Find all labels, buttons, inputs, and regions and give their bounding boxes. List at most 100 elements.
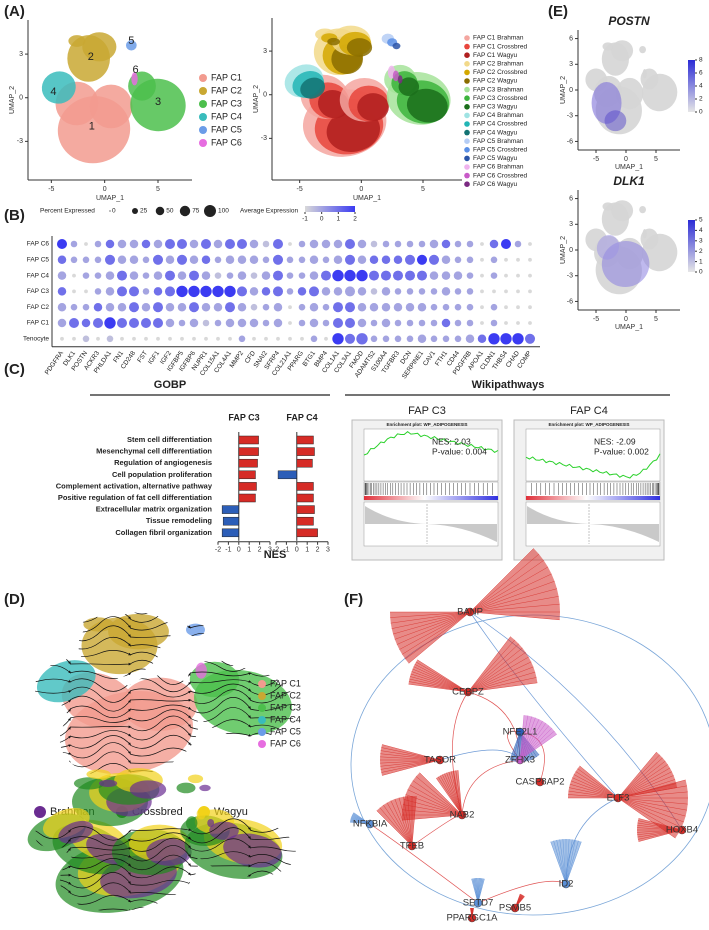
dot: [418, 319, 426, 327]
rank-metric: [365, 506, 497, 542]
streamline: [249, 890, 301, 900]
dot: [140, 317, 152, 329]
dot: [276, 336, 280, 341]
legend-label: FAP C3: [211, 98, 242, 108]
legend-swatch: [464, 104, 470, 110]
y-tick-label: -3: [567, 273, 573, 280]
cell-blob: [642, 68, 647, 79]
streamline: [310, 607, 370, 620]
streamline: [69, 695, 131, 712]
streamline: [249, 770, 302, 777]
fan-edge: [396, 611, 471, 645]
streamline: [310, 759, 370, 765]
rank-gradient: [526, 496, 660, 500]
fan-edge: [380, 759, 441, 767]
streamline: [189, 751, 252, 762]
streamline: [310, 892, 370, 905]
dot: [454, 303, 462, 311]
dot: [369, 255, 379, 265]
dot: [56, 238, 68, 250]
fan-edge: [376, 810, 413, 847]
legend-swatch: [258, 716, 266, 724]
streamline: [129, 688, 192, 698]
dot: [309, 239, 319, 249]
x-tick-label: 5: [421, 186, 425, 193]
size-legend-label: 50: [166, 208, 174, 215]
nes-label: NES: 2.03: [432, 436, 471, 446]
network-node: [561, 879, 571, 889]
dot: [490, 272, 498, 279]
fan-edge: [565, 839, 576, 885]
streamline: [189, 641, 251, 658]
dot: [430, 303, 438, 311]
cluster-label: 5: [128, 35, 134, 47]
node-label: NFE2L1: [503, 727, 538, 738]
streamline: [69, 730, 132, 739]
fan-edge: [467, 677, 537, 693]
x-tick-label: -1: [283, 547, 289, 554]
fan-edge: [519, 716, 532, 761]
rank-gradient: [364, 496, 498, 500]
dot: [237, 271, 247, 280]
dot: [466, 256, 474, 264]
dot: [466, 272, 474, 279]
cluster-blob: [392, 42, 401, 50]
legend-label: FAP C1: [270, 678, 301, 688]
streamline: [28, 612, 72, 618]
term-label: Complement activation, alternative pathw…: [56, 481, 213, 490]
y-tick-label: 3: [263, 48, 267, 55]
streamline: [129, 709, 192, 722]
dot: [441, 287, 451, 296]
streamline: [28, 625, 72, 630]
breed-blob: [176, 782, 196, 794]
fan-edge: [455, 770, 463, 816]
streamline: [249, 654, 302, 656]
dot: [117, 302, 127, 312]
x-tick-label: 0: [359, 186, 363, 193]
size-legend-dot: [179, 205, 191, 217]
dot: [57, 318, 67, 328]
dot: [225, 255, 235, 265]
panel-label: (E): [548, 3, 568, 20]
x-axis-label: UMAP_1: [615, 324, 643, 331]
dot: [214, 256, 222, 264]
fan-edge: [519, 725, 550, 761]
fan-edge: [617, 757, 663, 799]
x-tick-label: 2: [258, 547, 262, 554]
fan-edge: [637, 829, 683, 840]
streamline: [189, 880, 252, 894]
legend-label: FAP C3: [270, 702, 301, 712]
dot: [357, 255, 367, 265]
streamline: [249, 749, 302, 766]
cluster-blob: [300, 77, 325, 99]
dot: [504, 305, 508, 310]
streamline: [310, 836, 370, 849]
streamline: [28, 713, 71, 730]
dot: [94, 240, 102, 248]
streamline: [28, 678, 72, 684]
streamline: [310, 887, 370, 896]
color-legend-label: 2: [353, 216, 357, 223]
color-legend-label: -1: [302, 216, 308, 223]
dot: [309, 302, 319, 312]
dot: [528, 289, 532, 294]
dot: [504, 321, 508, 325]
dot: [176, 254, 188, 265]
x-tick-label: 2: [316, 547, 320, 554]
x-axis-label: UMAP_1: [353, 195, 381, 202]
dot: [404, 254, 416, 265]
fan-edge: [556, 839, 567, 885]
dot: [430, 335, 438, 343]
fan-edge: [408, 681, 469, 693]
dot: [224, 302, 236, 313]
dot: [528, 257, 532, 262]
cluster-blob: [41, 71, 76, 104]
streamline: [28, 629, 72, 640]
dot: [418, 240, 426, 248]
dot: [528, 242, 532, 246]
dot: [237, 302, 247, 312]
legend-swatch: [464, 138, 470, 144]
streamline: [129, 837, 191, 852]
dot: [405, 302, 415, 312]
legend-label: FAP C6 Wagyu: [473, 181, 517, 188]
